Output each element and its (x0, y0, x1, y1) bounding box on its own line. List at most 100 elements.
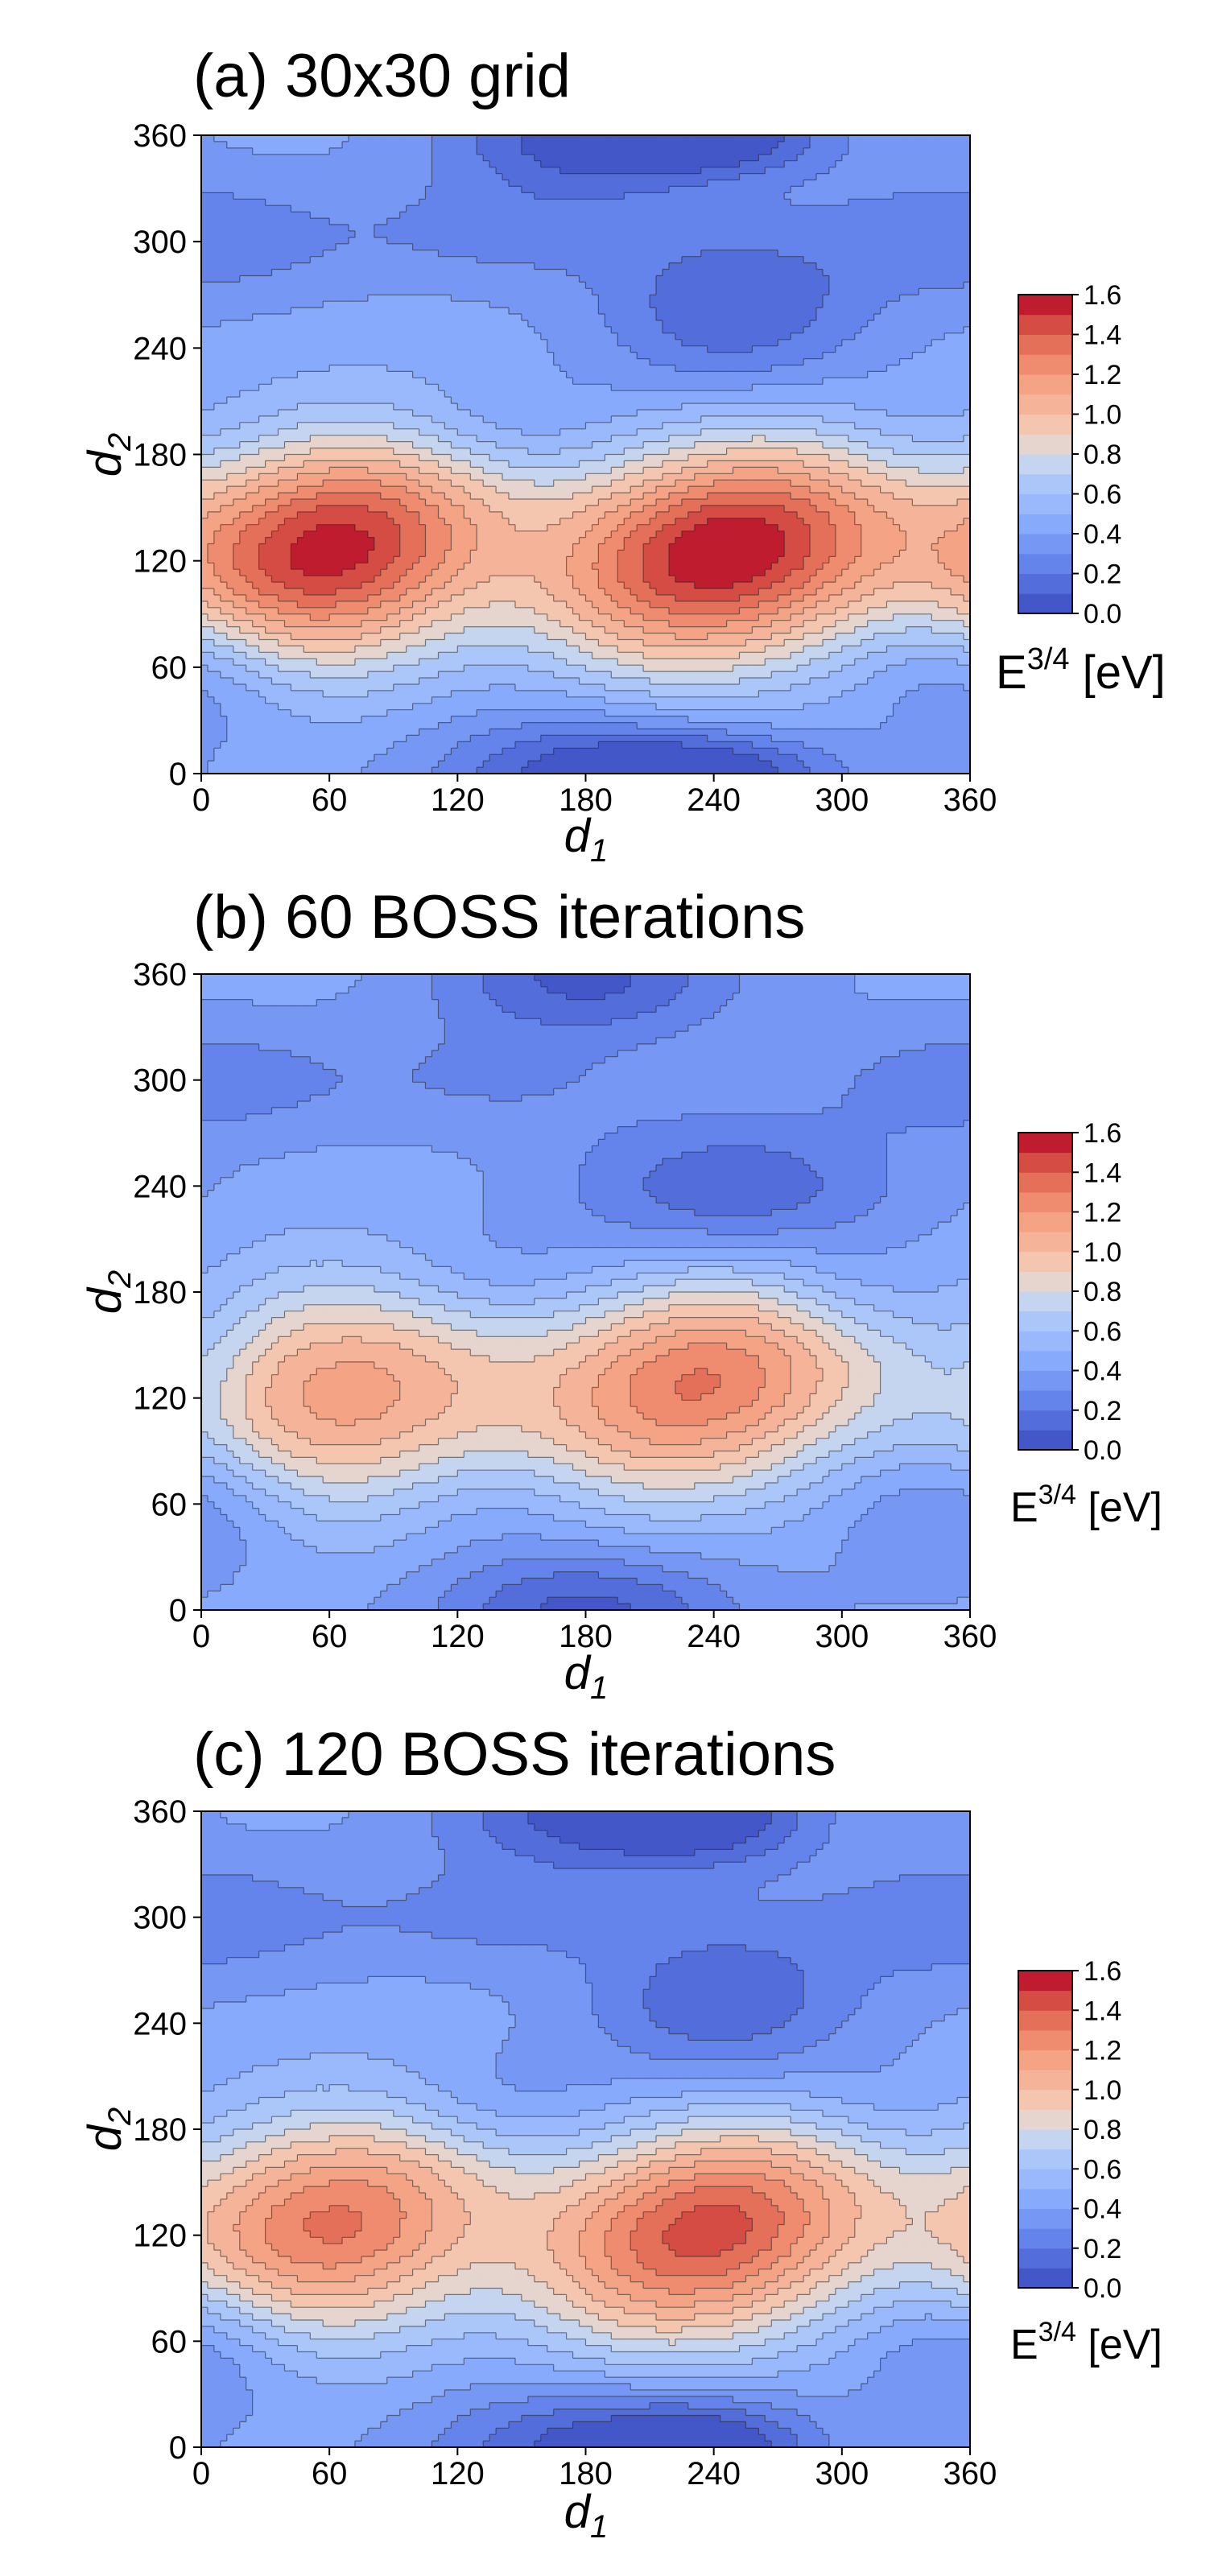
contour-cell (733, 256, 741, 264)
contour-cell (374, 320, 382, 328)
contour-cell (265, 225, 273, 232)
contour-cell (457, 160, 464, 168)
contour-cell (803, 212, 811, 219)
contour-cell (816, 218, 824, 225)
contour-cell (630, 173, 638, 181)
contour-cell (483, 301, 490, 308)
contour-cell (944, 237, 952, 245)
contour-cell (509, 230, 516, 238)
contour-cell (873, 205, 881, 213)
contour-cell (553, 301, 561, 308)
contour-cell (912, 314, 919, 321)
contour-cell (912, 282, 919, 289)
contour-cell (656, 384, 663, 391)
contour-cell (598, 230, 605, 238)
contour-cell (393, 186, 401, 193)
contour-cell (579, 192, 587, 200)
contour-cell (380, 212, 388, 219)
contour-cell (207, 262, 215, 270)
contour-cell (252, 154, 260, 162)
contour-cell (220, 269, 228, 277)
contour-cell (700, 332, 708, 341)
contour-cell (828, 160, 836, 168)
contour-cell (867, 167, 875, 175)
contour-cell (489, 147, 497, 155)
contour-cell (316, 154, 324, 162)
contour-cell (726, 237, 734, 245)
contour-cell (213, 345, 221, 353)
contour-cell (310, 147, 317, 155)
contour-cell (278, 288, 286, 295)
contour-cell (310, 205, 317, 213)
contour-cell (252, 275, 260, 283)
contour-cell (386, 358, 394, 366)
contour-cell (496, 320, 503, 328)
contour-cell (316, 295, 324, 302)
contour-cell (687, 225, 696, 232)
contour-cell (547, 378, 555, 385)
contour-cell (355, 365, 362, 373)
contour-cell (380, 301, 388, 308)
contour-cell (828, 199, 836, 206)
contour-cell (944, 212, 952, 219)
contour-cell (349, 173, 356, 181)
contour-cell (828, 147, 836, 155)
contour-cell (527, 135, 535, 142)
contour-cell (464, 154, 471, 162)
contour-cell (431, 301, 440, 308)
contour-cell (957, 256, 964, 264)
contour-cell (220, 230, 228, 238)
contour-cell (329, 326, 336, 334)
contour-cell (464, 358, 471, 366)
contour-cell (444, 135, 452, 142)
contour-cell (675, 397, 683, 404)
contour-cell (841, 390, 849, 398)
contour-cell (284, 218, 292, 225)
contour-cell (687, 250, 696, 258)
contour-cell (246, 282, 254, 289)
contour-cell (951, 358, 958, 366)
contour-cell (624, 160, 631, 168)
contour-cell (246, 301, 254, 308)
contour-cell (617, 218, 625, 225)
contour-cell (291, 332, 298, 341)
contour-cell (553, 365, 561, 373)
contour-cell (579, 186, 587, 193)
contour-cell (386, 332, 394, 341)
contour-cell (675, 378, 683, 385)
contour-cell (700, 282, 708, 289)
contour-cell (938, 384, 945, 391)
contour-cell (687, 230, 696, 238)
contour-cell (822, 154, 830, 162)
contour-cell (681, 230, 689, 238)
contour-cell (899, 147, 907, 155)
contour-cell (412, 243, 420, 251)
contour-cell (873, 288, 881, 295)
contour-cell (380, 378, 388, 385)
contour-cell (944, 180, 952, 188)
contour-cell (919, 320, 926, 328)
contour-cell (880, 135, 888, 142)
contour-cell (207, 352, 215, 360)
contour-cell (566, 237, 574, 245)
contour-cell (611, 326, 618, 334)
contour-cell (572, 230, 580, 238)
contour-cell (284, 275, 292, 283)
contour-cell (425, 141, 433, 149)
contour-cell (643, 199, 650, 206)
contour-cell (854, 243, 862, 251)
contour-cell (470, 339, 477, 347)
contour-cell (470, 371, 477, 378)
contour-cell (239, 160, 247, 168)
contour-cell (444, 378, 452, 385)
contour-cell (316, 225, 324, 232)
contour-cell (464, 135, 471, 142)
contour-cell (771, 390, 778, 398)
contour-cell (624, 256, 631, 264)
contour-cell (265, 397, 273, 404)
contour-cell (687, 167, 696, 175)
contour-cell (758, 314, 766, 321)
contour-cell (643, 141, 650, 149)
contour-cell (656, 326, 663, 334)
contour-cell (349, 237, 356, 245)
